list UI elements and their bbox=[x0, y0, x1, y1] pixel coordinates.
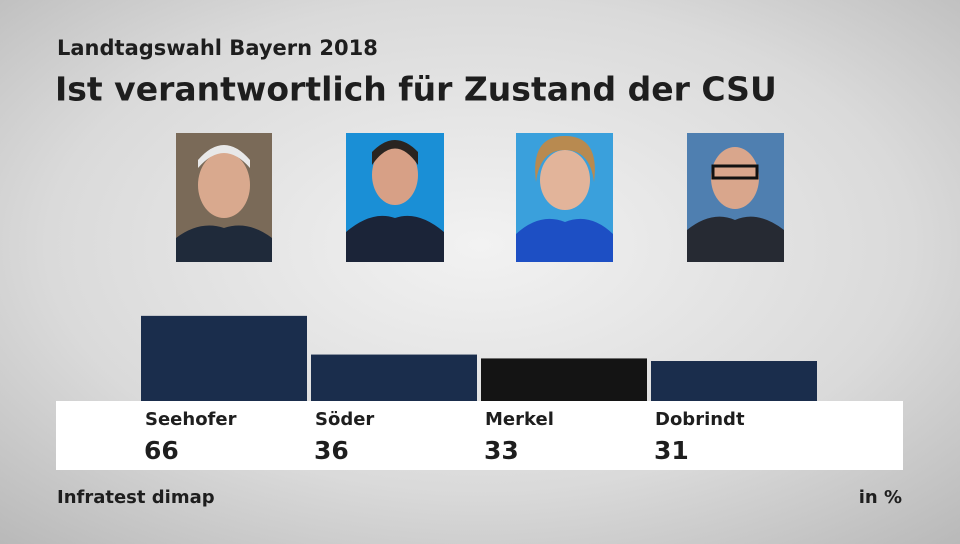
bar bbox=[141, 315, 307, 401]
label-strip bbox=[56, 401, 903, 470]
category-label: Söder bbox=[315, 409, 374, 430]
photo bbox=[687, 133, 784, 262]
photo bbox=[176, 133, 272, 262]
bar bbox=[481, 358, 647, 401]
category-label: Seehofer bbox=[145, 409, 237, 430]
value-label: 31 bbox=[654, 436, 689, 465]
value-label: 33 bbox=[484, 436, 519, 465]
value-label: 36 bbox=[314, 436, 349, 465]
source: Infratest dimap bbox=[57, 487, 215, 508]
photo bbox=[346, 133, 444, 262]
chart-subtitle: Landtagswahl Bayern 2018 bbox=[57, 36, 378, 60]
chart-title: Ist verantwortlich für Zustand der CSU bbox=[55, 70, 777, 109]
category-label: Merkel bbox=[485, 409, 554, 430]
value-label: 66 bbox=[144, 436, 179, 465]
unit-label: in % bbox=[859, 487, 902, 508]
bar bbox=[651, 361, 817, 401]
photo bbox=[516, 133, 613, 262]
photos bbox=[176, 133, 784, 262]
category-label: Dobrindt bbox=[655, 409, 745, 430]
bar bbox=[311, 354, 477, 401]
